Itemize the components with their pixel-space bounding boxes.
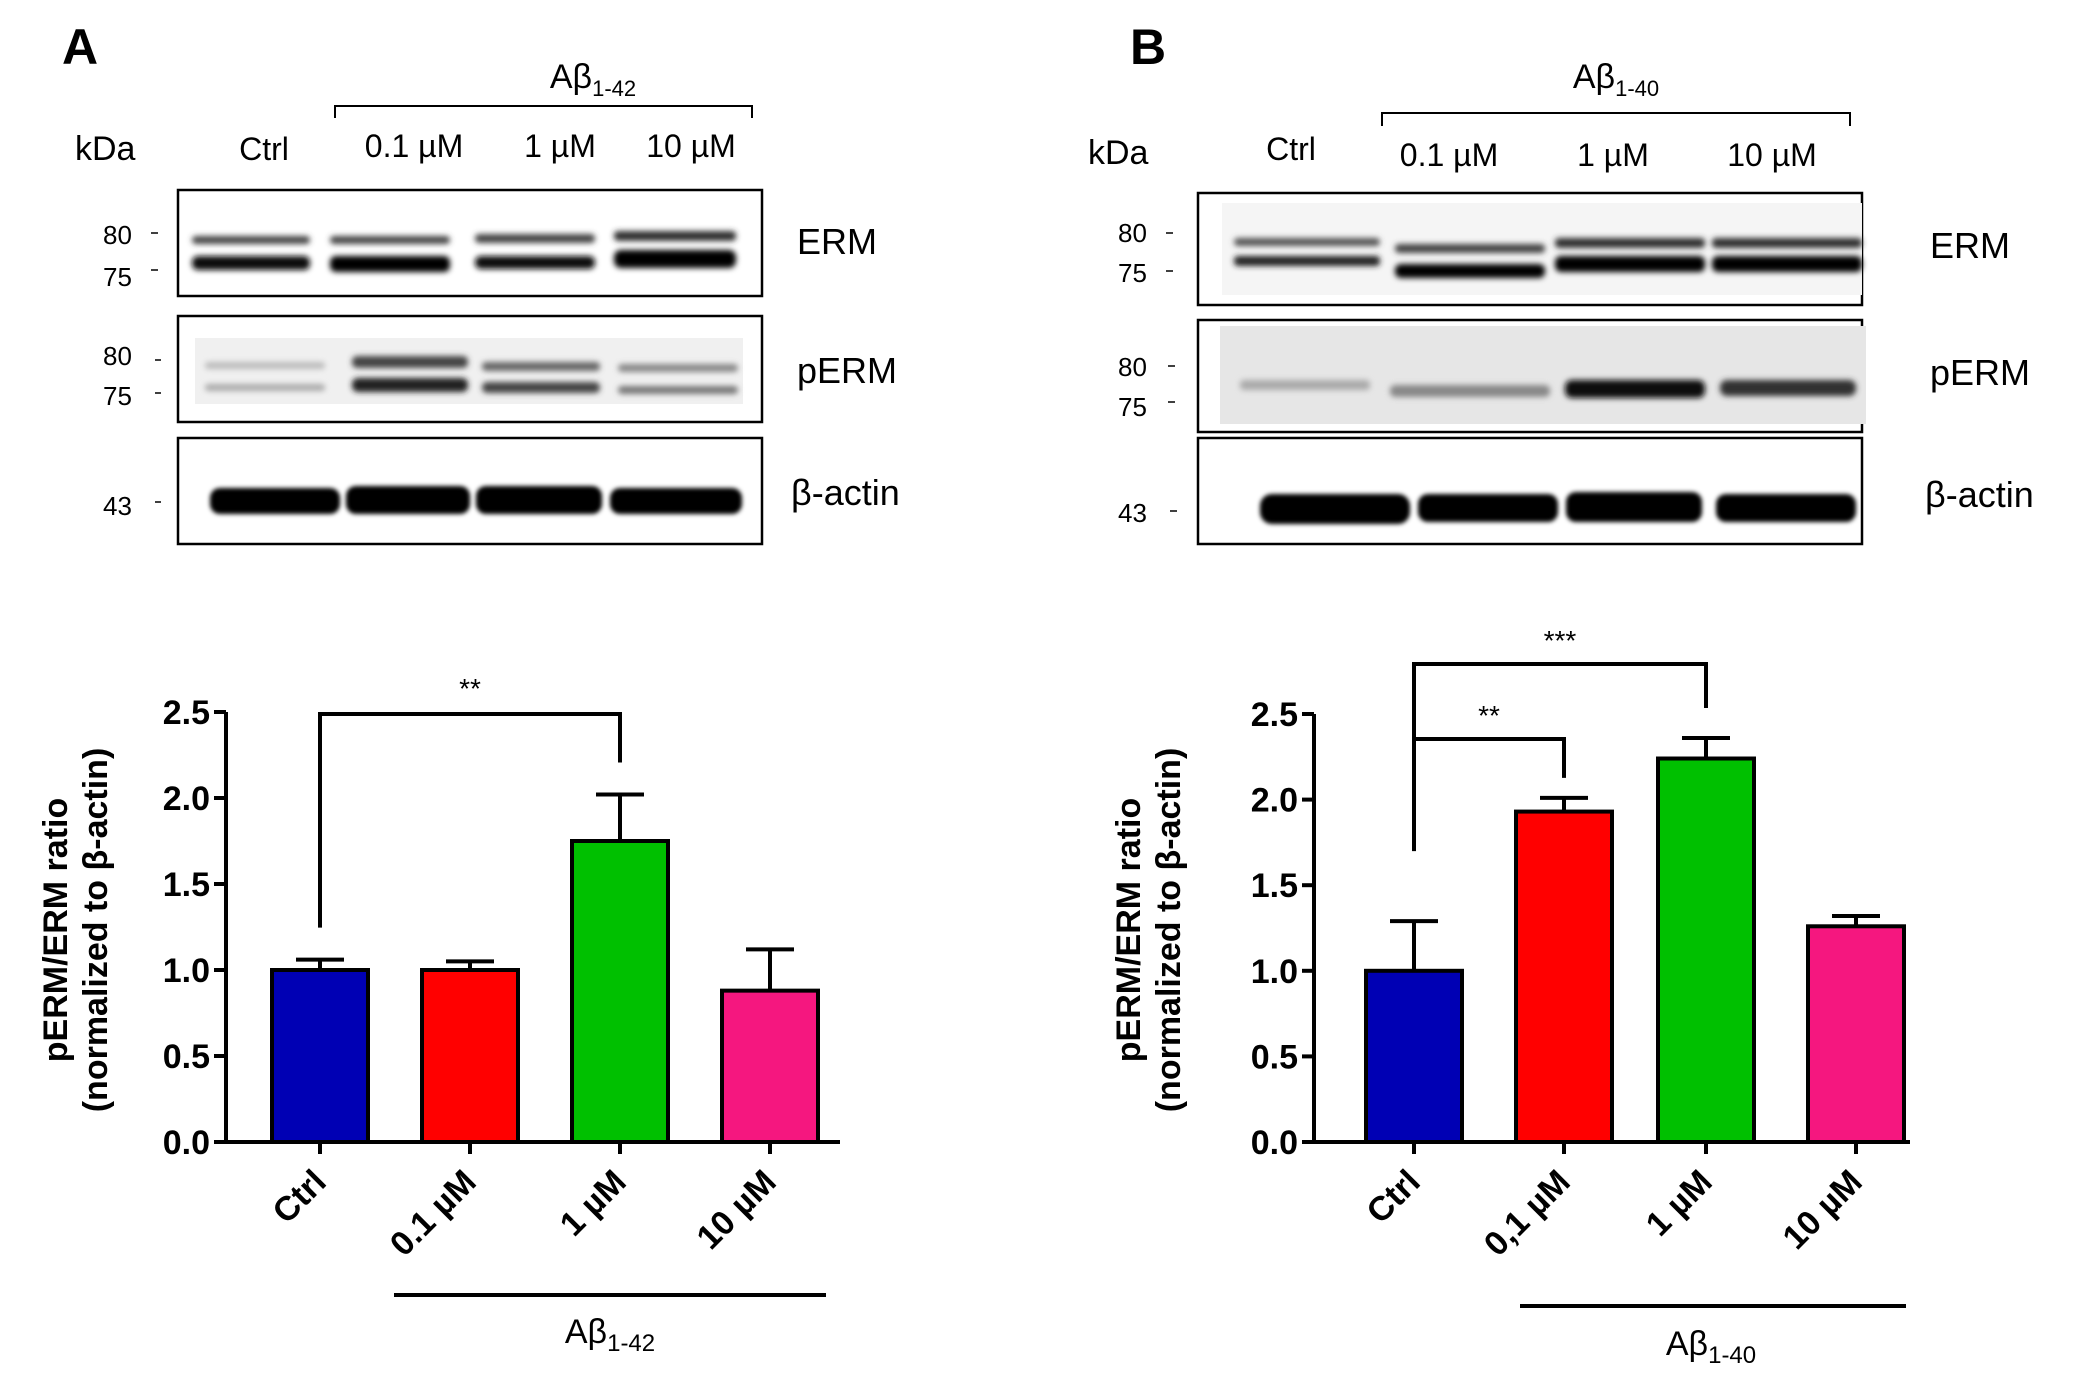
bar xyxy=(720,988,820,1145)
marker: 75 xyxy=(103,381,132,411)
significance-bracket xyxy=(1412,662,1708,852)
panel-a-row-label: β-actin xyxy=(791,472,900,513)
panel-a-blot-perm: pERM 80 75 xyxy=(103,314,897,424)
panel-a: A Aβ1-42 kDa Ctrl 0.1 µM 1 µM 10 µM xyxy=(37,19,900,1357)
marker: 80 xyxy=(103,220,132,250)
panel-b: B Aβ1-40 kDa Ctrl 0.1 µM 1 µM 10 µM xyxy=(1088,19,2034,1369)
bar xyxy=(1364,968,1464,1144)
panel-a-treatment-bracket xyxy=(334,105,753,118)
panel-b-lane-label: 10 µM xyxy=(1727,137,1817,173)
panel-a-peptide-label: Aβ1-42 xyxy=(550,58,636,101)
bar xyxy=(570,839,670,1144)
panel-a-blot-erm: ERM 80 75 xyxy=(103,188,877,298)
panel-a-treatment-label: Aβ1-42 xyxy=(565,1313,655,1357)
panel-a-lane-label: 1 µM xyxy=(524,128,596,164)
x-tick-label: 1 µM xyxy=(553,1163,634,1244)
panel-a-y-axis-label-2: (normalized to β-actin) xyxy=(77,748,115,1113)
y-tick-label: 2.5 xyxy=(163,694,210,732)
panel-b-blot-actin: β-actin 43 xyxy=(1118,436,2034,546)
significance-label: *** xyxy=(1544,625,1577,656)
marker: 75 xyxy=(103,262,132,292)
blot-bands xyxy=(1260,492,1856,524)
panel-b-bar-chart: pERM/ERM ratio (normalized to β-actin) A… xyxy=(1110,625,1910,1369)
marker: 80 xyxy=(1118,218,1147,248)
panel-b-lane-label: Ctrl xyxy=(1266,131,1316,167)
panel-a-y-axis-label: pERM/ERM ratio xyxy=(37,798,75,1062)
significance-label: ** xyxy=(1478,700,1500,731)
panel-b-row-label: ERM xyxy=(1930,225,2010,266)
marker: 80 xyxy=(1118,352,1147,382)
y-tick-label: 0.5 xyxy=(1251,1038,1298,1076)
significance-bracket xyxy=(318,712,622,928)
panel-a-lane-label: 0.1 µM xyxy=(365,128,463,164)
x-tick-label: 10 µM xyxy=(1775,1163,1869,1257)
blot-frame xyxy=(1196,436,1864,546)
panel-b-row-label: β-actin xyxy=(1925,474,2034,515)
panel-b-y-axis-label: pERM/ERM ratio xyxy=(1110,798,1148,1062)
x-tick-label: Ctrl xyxy=(265,1163,333,1231)
blot-membrane xyxy=(1220,326,1866,424)
marker: 75 xyxy=(1118,258,1147,288)
blot-bands xyxy=(1234,238,1862,278)
panel-a-row-label: pERM xyxy=(797,350,897,391)
y-tick-label: 2.0 xyxy=(163,780,210,818)
y-tick-label: 1.5 xyxy=(1251,867,1298,905)
x-tick-label: 0,1 µM xyxy=(1477,1163,1578,1264)
bar xyxy=(1806,924,1906,1145)
panel-b-lane-label: 0.1 µM xyxy=(1400,137,1498,173)
y-tick-label: 1.5 xyxy=(163,866,210,904)
panel-b-blot-header: Aβ1-40 kDa Ctrl 0.1 µM 1 µM 10 µM xyxy=(1088,58,1851,173)
y-tick-label: 1.0 xyxy=(163,952,210,990)
bar xyxy=(1656,756,1756,1145)
marker: 75 xyxy=(1118,392,1147,422)
blot-bands xyxy=(210,486,742,514)
blot-bands xyxy=(1240,380,1856,398)
bar xyxy=(270,968,370,1144)
panel-a-blot-actin: β-actin 43 xyxy=(103,436,900,546)
x-tick-label: 1 µM xyxy=(1639,1163,1720,1244)
panel-b-blot-erm: ERM 80 75 xyxy=(1118,191,2010,307)
panel-a-lane-label: Ctrl xyxy=(239,131,289,167)
significance-label: ** xyxy=(459,673,481,704)
panel-b-blot-perm: pERM 80 75 xyxy=(1118,318,2030,434)
bar xyxy=(1514,809,1614,1144)
y-tick-label: 0.0 xyxy=(1251,1124,1298,1162)
blot-bands xyxy=(205,356,738,394)
marker: 43 xyxy=(1118,498,1147,528)
panel-b-lane-label: 1 µM xyxy=(1577,137,1649,173)
panel-a-letter: A xyxy=(62,19,98,75)
marker: 80 xyxy=(103,341,132,371)
panel-b-row-label: pERM xyxy=(1930,352,2030,393)
x-tick-label: Ctrl xyxy=(1359,1163,1427,1231)
panel-a-lane-label: 10 µM xyxy=(646,128,736,164)
y-tick-label: 0.5 xyxy=(163,1038,210,1076)
panel-a-kda-label: kDa xyxy=(75,130,136,168)
panel-a-row-label: ERM xyxy=(797,221,877,262)
bar xyxy=(420,968,520,1144)
panel-b-peptide-label: Aβ1-40 xyxy=(1573,58,1659,101)
panel-b-treatment-label: Aβ1-40 xyxy=(1666,1325,1756,1369)
blot-bands xyxy=(192,231,736,272)
panel-b-kda-label: kDa xyxy=(1088,134,1149,172)
y-tick-label: 0.0 xyxy=(163,1124,210,1162)
panel-b-y-axis-label-2: (normalized to β-actin) xyxy=(1150,748,1188,1113)
significance-bracket xyxy=(1414,737,1566,778)
marker: 43 xyxy=(103,491,132,521)
panel-a-blot-header: Aβ1-42 kDa Ctrl 0.1 µM 1 µM 10 µM xyxy=(75,58,753,168)
panel-b-treatment-bracket xyxy=(1381,112,1851,126)
y-tick-label: 1.0 xyxy=(1251,953,1298,991)
x-tick-label: 10 µM xyxy=(689,1163,783,1257)
y-tick-label: 2.0 xyxy=(1251,782,1298,820)
panel-b-letter: B xyxy=(1130,19,1166,75)
x-tick-label: 0.1 µM xyxy=(383,1163,484,1264)
panel-a-bar-chart: pERM/ERM ratio (normalized to β-actin) A… xyxy=(37,673,840,1357)
y-tick-label: 2.5 xyxy=(1251,696,1298,734)
